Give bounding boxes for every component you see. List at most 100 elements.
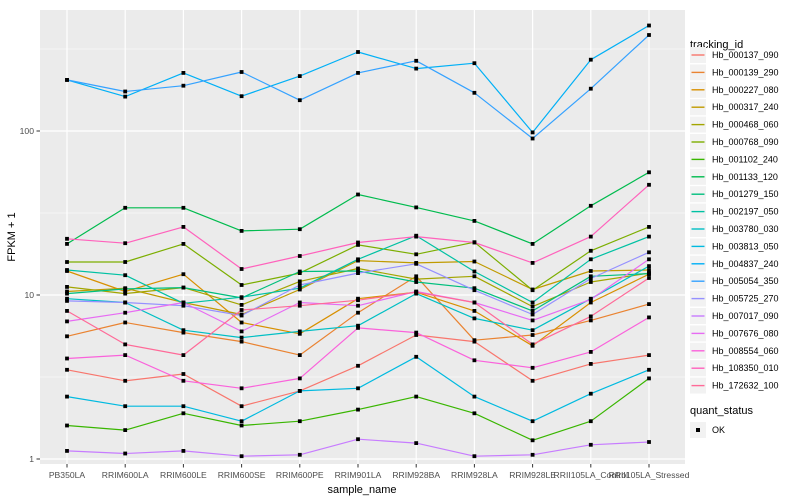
data-point [123, 273, 128, 278]
data-point [239, 303, 244, 307]
legend-label: Hb_007017_090 [712, 311, 779, 321]
data-point [414, 261, 419, 266]
data-point [239, 94, 244, 99]
data-point [356, 271, 360, 275]
data-point [588, 297, 593, 302]
legend-label: Hb_108350_010 [712, 363, 779, 373]
data-point [65, 299, 69, 303]
quant-legend-entry: OK [690, 422, 725, 438]
data-point [123, 451, 128, 456]
data-point [297, 227, 302, 232]
data-point [530, 318, 535, 323]
quant-status-title: quant_status [690, 405, 753, 417]
data-point [123, 289, 128, 294]
data-point [239, 454, 244, 459]
x-tick-label: RRIM600PE [276, 470, 324, 480]
legend-label: Hb_000768_090 [712, 137, 779, 147]
legend-entry-Hb_000768_090: Hb_000768_090 [690, 134, 779, 150]
data-point [65, 367, 69, 372]
data-point [65, 260, 69, 264]
data-points [65, 23, 651, 459]
data-point [297, 389, 302, 393]
legend-label: Hb_172632_100 [712, 381, 779, 391]
data-point [530, 365, 535, 370]
legend-entry-Hb_172632_100: Hb_172632_100 [690, 377, 779, 394]
data-point [472, 411, 477, 416]
data-point [181, 411, 186, 416]
data-point [647, 182, 651, 187]
data-point [123, 353, 128, 357]
data-point [530, 452, 535, 457]
data-point [239, 423, 244, 428]
x-tick-label: RRIM901LA [335, 470, 382, 480]
data-point [647, 225, 651, 229]
legend-entry-Hb_002197_050: Hb_002197_050 [690, 203, 779, 220]
legend-entry-Hb_000137_090: Hb_000137_090 [690, 47, 779, 63]
data-point [588, 280, 593, 284]
data-point [65, 423, 69, 428]
data-point [356, 326, 360, 330]
data-point [65, 242, 69, 246]
data-point [239, 308, 244, 312]
data-point [530, 261, 535, 265]
legend-entry-Hb_001279_150: Hb_001279_150 [690, 186, 779, 203]
data-point [647, 376, 651, 381]
quant-status-legend: OK [690, 422, 725, 438]
data-point [297, 376, 302, 381]
data-point [588, 234, 593, 239]
data-point [356, 437, 360, 442]
data-point [181, 225, 186, 229]
legend-entry-Hb_008554_060: Hb_008554_060 [690, 342, 779, 359]
data-point [123, 260, 128, 264]
data-point [356, 269, 360, 273]
y-axis: 1 10 100 [20, 126, 40, 464]
legend-entry-Hb_003780_030: Hb_003780_030 [690, 221, 779, 237]
data-point [530, 419, 535, 424]
data-point [530, 333, 535, 337]
x-tick-label: RRII105LA_Stressed [609, 470, 690, 480]
legend-entry-Hb_001133_120: Hb_001133_120 [690, 168, 778, 185]
data-point [65, 296, 69, 301]
data-point [181, 242, 186, 246]
data-point [356, 363, 360, 368]
legend-entry-Hb_003813_050: Hb_003813_050 [690, 238, 779, 255]
data-point [414, 280, 419, 284]
y-tick-label: 1 [29, 454, 34, 464]
data-point [356, 323, 360, 328]
data-point [530, 242, 535, 246]
data-point [472, 61, 477, 66]
x-axis: PB350LA RRIM600LA RRIM600LE RRIM600SE RRIM60… [49, 464, 690, 480]
data-point [297, 452, 302, 457]
data-point [472, 338, 477, 343]
legend-entry-Hb_000317_240: Hb_000317_240 [690, 99, 779, 116]
data-point [647, 23, 651, 28]
data-point [647, 271, 651, 276]
data-point [588, 300, 593, 305]
legend-label: Hb_001133_120 [712, 172, 778, 182]
data-point [647, 302, 651, 306]
data-point [356, 407, 360, 412]
data-point [181, 353, 186, 357]
y-axis-title: FPKM + 1 [6, 212, 18, 261]
data-point [239, 229, 244, 233]
data-point [356, 243, 360, 247]
data-point [297, 254, 302, 258]
data-point [472, 274, 477, 279]
data-point [647, 315, 651, 320]
data-point [65, 319, 69, 324]
data-point [588, 257, 593, 262]
data-point [123, 94, 128, 99]
legend-label: Hb_001279_150 [712, 189, 779, 199]
data-point [297, 283, 302, 287]
plot-panel [40, 10, 685, 464]
data-point [647, 257, 651, 262]
data-point [472, 240, 477, 245]
data-point [647, 264, 651, 268]
y-tick-label: 100 [20, 126, 35, 136]
data-point [356, 192, 360, 197]
data-point [588, 362, 593, 366]
data-point [181, 378, 186, 383]
legend-label: Hb_002197_050 [712, 207, 779, 217]
data-point [239, 267, 244, 271]
